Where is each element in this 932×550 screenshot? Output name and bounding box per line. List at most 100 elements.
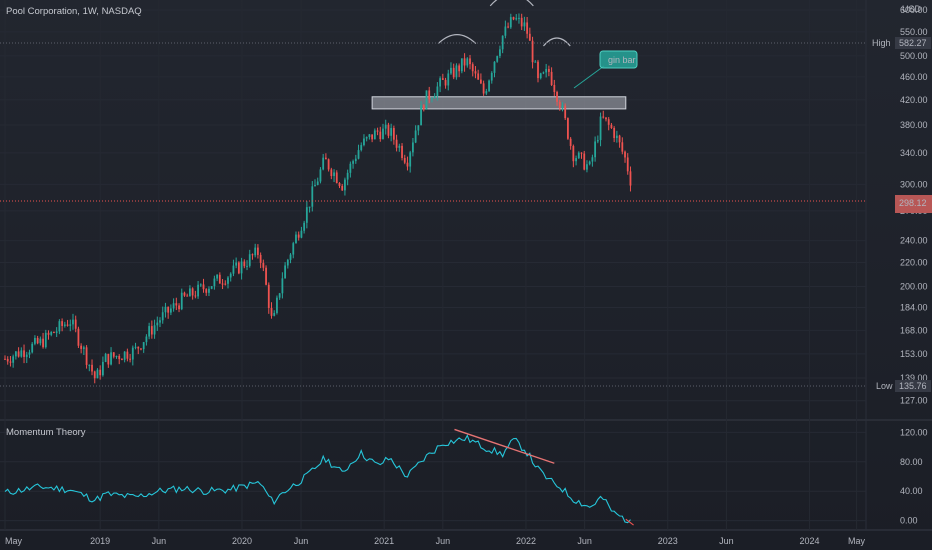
candle-body — [14, 351, 17, 357]
candle-body — [284, 265, 286, 279]
candle-body — [488, 80, 490, 92]
time-tick-label: Jun — [152, 536, 167, 546]
symbol-title: Pool Corporation, 1W, NASDAQ — [6, 6, 142, 17]
time-tick-label: Jun — [436, 536, 451, 546]
candle-body — [431, 98, 433, 100]
candle-body — [308, 206, 311, 208]
candle-body — [303, 222, 306, 231]
divergence-trendline — [454, 428, 555, 464]
candle-body — [208, 288, 210, 293]
candle-body — [12, 356, 15, 363]
candle-body — [107, 353, 110, 365]
momentum-tick-label: 80.00 — [900, 457, 923, 467]
candle-body — [246, 265, 248, 267]
candle-body — [39, 338, 42, 344]
candle-body — [493, 61, 496, 73]
candle-body — [121, 359, 123, 361]
candle-body — [74, 319, 77, 329]
candle-body — [539, 73, 542, 79]
low-badge — [895, 380, 931, 392]
candle-body — [129, 358, 131, 360]
pattern-arc — [437, 34, 477, 45]
candle-body — [607, 119, 610, 125]
candle-body — [550, 71, 553, 85]
candle-body — [371, 134, 374, 140]
candle-body — [322, 157, 325, 170]
candle-body — [602, 116, 605, 118]
candle-body — [509, 17, 512, 28]
candle-body — [145, 336, 148, 343]
price-tick-label: 340.00 — [900, 148, 928, 158]
candle-body — [436, 86, 439, 97]
candle-body — [254, 247, 257, 256]
candle-body — [412, 142, 414, 153]
momentum-tail — [625, 518, 634, 526]
candle-body — [82, 347, 85, 349]
axes: 600.00 550.00 500.00 460.00 420.00 380.00 340.… — [5, 5, 928, 546]
candle-body — [202, 284, 205, 290]
candle-body — [295, 234, 297, 244]
candle-body — [180, 292, 183, 310]
candle-body — [360, 145, 363, 151]
candle-body — [338, 182, 341, 186]
candle-body — [414, 130, 417, 143]
candle-body — [504, 26, 507, 36]
candle-body — [140, 348, 142, 350]
candle-body — [31, 343, 34, 353]
candle-body — [344, 179, 346, 191]
last-price-badge — [895, 195, 932, 213]
pattern-arcs — [437, 0, 571, 47]
candle-body — [9, 361, 12, 363]
candle-body — [34, 337, 36, 344]
candle-body — [72, 319, 74, 325]
candle-body — [4, 358, 6, 360]
candle-body — [186, 295, 189, 297]
candle-body — [376, 130, 379, 132]
candle-body — [161, 312, 164, 321]
candle-body — [447, 73, 450, 86]
candle-body — [213, 278, 216, 287]
candle-body — [390, 128, 393, 136]
candle-body — [556, 91, 558, 102]
support-zone — [371, 96, 627, 110]
candle-body — [305, 207, 308, 223]
candle-body — [482, 83, 485, 94]
candle-body — [218, 274, 221, 284]
candle-body — [210, 286, 213, 289]
candle-body — [189, 288, 191, 297]
momentum-tick-label: 40.00 — [900, 486, 923, 496]
candle-body — [373, 130, 376, 140]
candle-body — [567, 118, 569, 139]
candle-body — [85, 347, 88, 365]
callout-box[interactable] — [599, 50, 638, 69]
candle-body — [227, 277, 229, 284]
candle-body — [577, 152, 580, 159]
candle-body — [112, 352, 115, 357]
candle-body — [569, 138, 572, 146]
candle-body — [137, 346, 140, 349]
candle-body — [221, 283, 224, 285]
price-tick-label: 168.00 — [900, 325, 928, 335]
candle-body — [42, 338, 44, 348]
candle-body — [169, 308, 172, 313]
candle-body — [387, 124, 390, 136]
candle-body — [333, 172, 335, 177]
candle-body — [123, 351, 126, 360]
candle-body — [289, 254, 292, 260]
candle-body — [537, 61, 539, 79]
candle-body — [131, 347, 134, 360]
low-value: 135.76 — [899, 381, 927, 391]
candle-body — [395, 139, 398, 148]
candle-body — [392, 128, 395, 140]
candle-body — [330, 169, 333, 177]
candle-body — [501, 35, 504, 50]
candle-body — [615, 135, 618, 139]
candle-body — [626, 157, 629, 172]
candle-body — [278, 293, 281, 298]
price-tick-label: 600.00 — [900, 5, 928, 15]
candle-body — [526, 22, 529, 34]
candle-body — [235, 262, 238, 266]
candle-body — [248, 254, 251, 266]
